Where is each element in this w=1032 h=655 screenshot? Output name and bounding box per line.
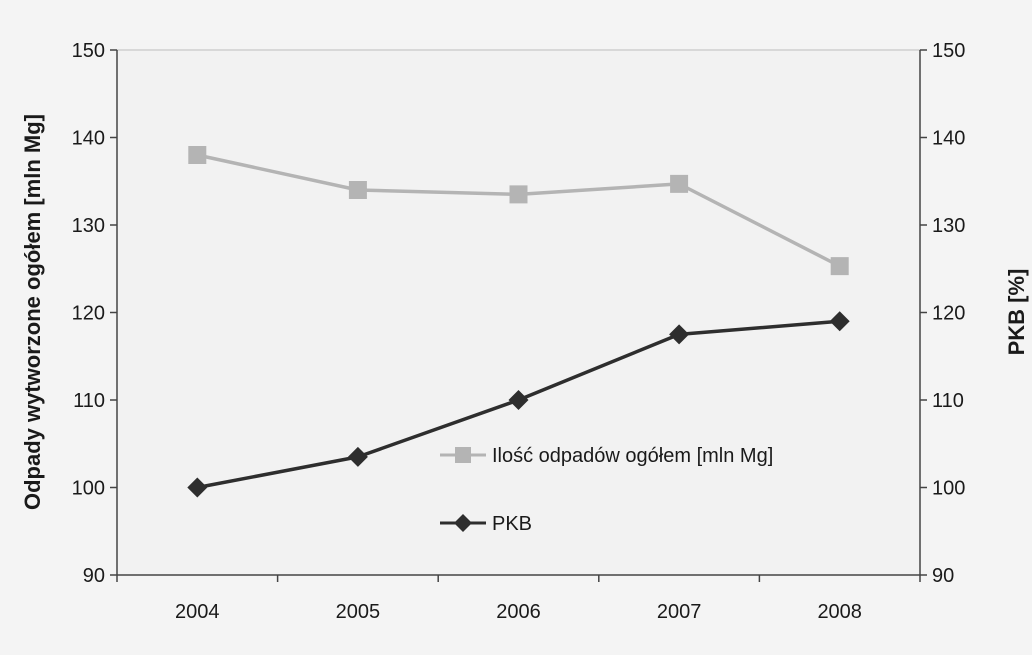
x-tick-label: 2005 — [336, 601, 381, 623]
left-tick-label: 130 — [72, 215, 105, 237]
left-axis-ticks: 90 100 110 120 130 140 150 — [72, 40, 117, 587]
legend-item-waste: Ilość odpadów ogółem [mln Mg] — [440, 445, 773, 467]
data-point-pkb — [669, 324, 690, 345]
left-tick-label: 110 — [73, 390, 105, 412]
data-point-pkb — [829, 311, 850, 332]
right-axis-title: PKB [%] — [1004, 269, 1029, 356]
right-tick-label: 90 — [932, 565, 954, 587]
data-point-waste — [509, 185, 528, 204]
right-tick-label: 150 — [932, 40, 965, 62]
plot-area — [116, 49, 921, 576]
x-tick-label: 2004 — [175, 601, 220, 623]
legend-label-waste: Ilość odpadów ogółem [mln Mg] — [492, 445, 773, 467]
left-tick-label: 150 — [72, 40, 105, 62]
left-tick-label: 140 — [72, 128, 105, 150]
right-tick-label: 130 — [932, 215, 965, 237]
data-point-waste — [670, 174, 689, 193]
data-point-waste — [188, 146, 207, 164]
data-point-waste — [348, 181, 367, 199]
data-point-pkb — [187, 477, 208, 498]
data-point-waste — [830, 257, 849, 276]
left-axis-title: Odpady wytworzone ogółem [mln Mg] — [20, 114, 45, 510]
left-tick-label: 100 — [72, 478, 105, 500]
data-point-pkb — [508, 390, 529, 410]
legend-marker-waste — [455, 447, 471, 463]
legend-item-pkb: PKB — [440, 513, 532, 535]
right-tick-label: 140 — [932, 128, 965, 150]
right-tick-label: 110 — [932, 390, 964, 412]
right-tick-label: 100 — [932, 478, 965, 500]
right-tick-label: 120 — [932, 303, 965, 325]
legend: Ilość odpadów ogółem [mln Mg] PKB — [440, 445, 773, 535]
right-axis-ticks: 90 100 110 120 130 140 150 — [920, 40, 965, 587]
legend-marker-pkb — [454, 514, 472, 532]
x-axis-ticks: 2004 2005 2006 2007 2008 — [116, 575, 921, 623]
legend-label-pkb: PKB — [492, 513, 532, 535]
series-layer — [187, 146, 850, 498]
x-tick-label: 2006 — [496, 601, 541, 623]
x-tick-label: 2008 — [817, 601, 862, 623]
x-tick-label: 2007 — [657, 601, 702, 623]
left-tick-label: 120 — [72, 303, 105, 325]
left-tick-label: 90 — [83, 565, 105, 587]
data-point-pkb — [347, 446, 368, 467]
